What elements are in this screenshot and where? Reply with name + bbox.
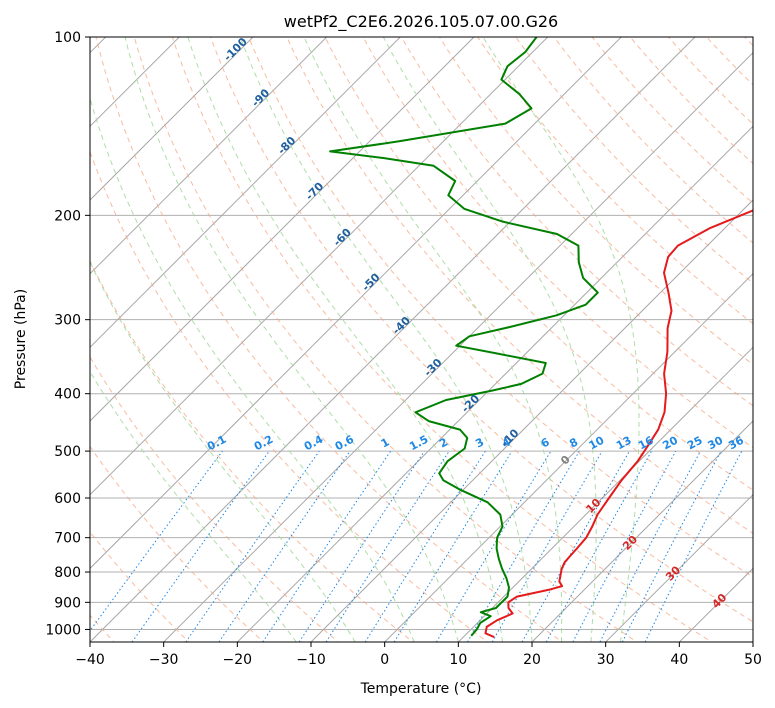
axes: −40 −30 −20 −10 0 10 20 30 40 50 1000 900 800 700 600 5… [45, 30, 762, 668]
isotherm-line [90, 37, 475, 422]
mixing-ratio-label: 16 [636, 434, 656, 453]
moist-adiabat [382, 37, 597, 642]
y-tick-label: 600 [54, 491, 81, 507]
isotherm-line [457, 346, 753, 642]
plot-grid [90, 37, 753, 642]
mixing-ratio-label: 36 [726, 434, 746, 453]
mixing-ratio-line [218, 450, 351, 642]
mixing-ratio-label: 10 [587, 434, 607, 453]
dry-adiabat [400, 37, 753, 407]
moist-adiabat [187, 37, 503, 642]
dry-adiabat [209, 37, 753, 623]
mixing-ratio-label: 20 [660, 434, 680, 453]
moist-adiabat [90, 96, 415, 642]
temperature-trace [484, 209, 753, 639]
x-tick-label: 0 [380, 652, 389, 668]
mixing-ratio-line [185, 450, 320, 642]
moist-adiabat [482, 37, 640, 642]
isotherm-line [90, 37, 254, 201]
x-axis-title: Temperature (°C) [360, 681, 482, 697]
isotherm-line [383, 272, 753, 642]
isotherm-line [90, 37, 402, 349]
y-tick-label: 700 [54, 531, 81, 547]
mixing-ratio-line [298, 450, 425, 642]
mixing-ratio-label: 30 [706, 434, 726, 453]
mixing-ratio-line [131, 450, 270, 642]
isotherm-line [604, 493, 753, 642]
x-tick-label: 30 [597, 652, 615, 668]
moist-adiabat [303, 37, 563, 642]
y-tick-label: 300 [54, 313, 81, 329]
y-axis-title: Pressure (hPa) [13, 289, 29, 389]
dry-adiabat [90, 150, 489, 642]
mixing-ratio-line [545, 450, 653, 642]
isotherm-line [162, 51, 753, 642]
isotherm-line [90, 37, 696, 642]
mixing-ratio-line [521, 450, 630, 642]
x-tick-label: −20 [223, 652, 253, 668]
isotherm-line [236, 125, 753, 642]
y-tick-label: 900 [54, 595, 81, 611]
plot-frame [89, 36, 754, 643]
x-tick-label: 20 [523, 652, 541, 668]
dry-adiabat [95, 37, 564, 642]
dry-adiabat [90, 356, 340, 642]
mixing-ratio-line [90, 450, 223, 632]
moist-adiabat [90, 370, 297, 642]
mixing-ratio-label: 13 [614, 434, 634, 453]
isotherm-line [531, 420, 753, 642]
x-tick-label: −30 [149, 652, 179, 668]
moist-adiabat [90, 260, 356, 642]
mixing-ratio-label: 25 [685, 434, 705, 453]
dry-adiabat [90, 259, 414, 642]
dry-adiabat [133, 37, 638, 642]
isotherm-line [90, 37, 623, 570]
isotherm-line [90, 37, 328, 275]
chart-title: wetPf2_C2E6.2026.105.07.00.G26 [284, 12, 558, 32]
moist-adiabat [239, 37, 533, 642]
isotherm-line [90, 37, 549, 496]
dry-adiabat [324, 37, 753, 491]
x-tick-label: 50 [744, 652, 762, 668]
y-tick-label: 400 [54, 387, 81, 403]
mixing-ratio-line [325, 450, 450, 642]
x-tick-label: 40 [670, 652, 688, 668]
x-tick-label: −40 [75, 652, 105, 668]
y-tick-label: 200 [54, 208, 81, 224]
mixing-ratio-line [644, 450, 743, 642]
dry-adiabat [248, 37, 753, 578]
dry-adiabat [171, 37, 713, 642]
moist-adiabat [124, 37, 459, 642]
y-tick-label: 100 [54, 30, 81, 46]
mixing-ratio-line [572, 450, 677, 642]
dry-adiabat [286, 37, 753, 534]
x-tick-label: 10 [449, 652, 467, 668]
y-tick-label: 1000 [45, 622, 81, 638]
x-tick-label: −10 [296, 652, 326, 668]
y-tick-label: 800 [54, 565, 81, 581]
mixing-ratio-line [393, 450, 513, 642]
dewpoint-trace [329, 37, 599, 637]
dry-adiabat [515, 37, 753, 284]
mixing-ratio-line [262, 450, 392, 642]
isotherm-line [310, 199, 753, 642]
plot-series [329, 37, 753, 639]
isotherm-line [90, 37, 181, 128]
y-tick-label: 500 [54, 444, 81, 460]
